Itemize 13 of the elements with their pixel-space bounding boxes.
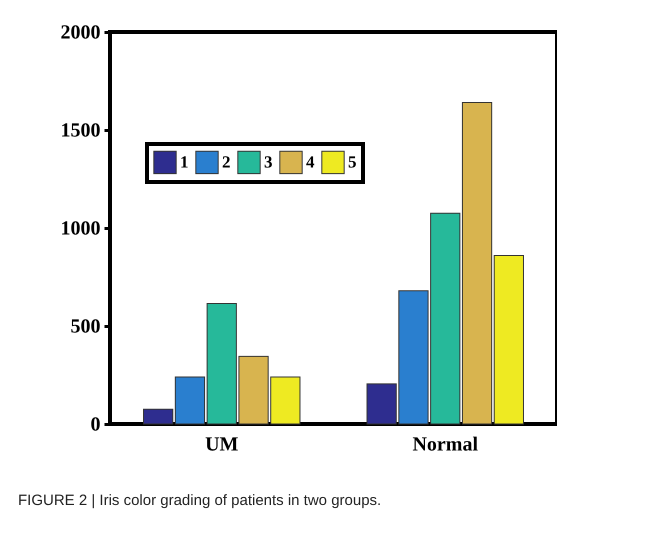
legend-label: 3 bbox=[264, 152, 272, 172]
y-tick-label: 2000 bbox=[60, 22, 100, 44]
legend-label: 2 bbox=[222, 152, 230, 172]
legend-label: 4 bbox=[306, 152, 315, 172]
legend-label: 5 bbox=[348, 152, 356, 172]
x-tick-label: Normal bbox=[412, 434, 478, 456]
y-tick-label: 1000 bbox=[60, 218, 100, 240]
legend-label: 1 bbox=[180, 152, 188, 172]
y-tick-label: 0 bbox=[90, 414, 100, 436]
y-tick-label: 1500 bbox=[60, 120, 100, 142]
caption: FIGURE 2 | Iris color grading of patients in two groups. bbox=[18, 492, 382, 509]
x-tick-label: UM bbox=[205, 434, 239, 456]
y-tick-label: 500 bbox=[70, 316, 100, 338]
